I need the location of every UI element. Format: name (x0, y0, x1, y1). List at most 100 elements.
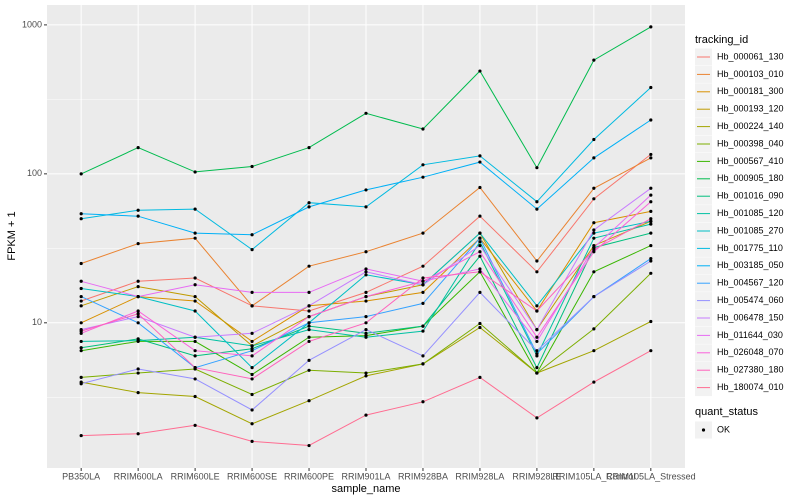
data-point (649, 156, 653, 160)
data-point (136, 321, 140, 325)
data-point (79, 382, 83, 386)
data-point (307, 358, 311, 362)
data-point (421, 163, 425, 167)
data-point (307, 368, 311, 372)
x-tick-label: RRIM105LA_Control (552, 471, 635, 481)
data-point (193, 423, 197, 427)
data-point (364, 273, 368, 277)
legend-label: Hb_011644_030 (717, 330, 783, 340)
data-point (478, 254, 482, 258)
data-point (364, 413, 368, 417)
legend-label: Hb_000103_010 (717, 69, 784, 79)
data-point (193, 276, 197, 280)
data-point (136, 294, 140, 299)
data-point (307, 146, 311, 150)
legend-label: Hb_003185_050 (717, 260, 784, 270)
data-point (592, 221, 596, 225)
x-tick-label: RRIM901LA (341, 471, 390, 481)
data-point (136, 146, 140, 150)
data-point (649, 222, 653, 226)
data-point (535, 371, 539, 375)
data-point (649, 231, 653, 235)
legend-title: quant_status (695, 406, 758, 418)
data-point (79, 375, 83, 380)
data-point (421, 127, 425, 131)
data-point (307, 324, 311, 328)
data-point (478, 154, 482, 158)
data-point (193, 294, 197, 299)
legend-label: Hb_000181_300 (717, 86, 784, 96)
data-point (250, 366, 254, 370)
data-point (193, 349, 197, 353)
data-point (250, 377, 254, 381)
data-point (364, 328, 368, 332)
data-point (649, 259, 653, 263)
data-point (364, 290, 368, 295)
data-point (592, 248, 596, 252)
data-point (193, 394, 197, 399)
data-point (421, 301, 425, 305)
data-point (421, 400, 425, 404)
data-point (307, 309, 311, 313)
data-point (364, 374, 368, 378)
data-point (307, 328, 311, 332)
data-point (79, 172, 83, 176)
x-tick-label: RRIM928BA (398, 471, 448, 481)
data-point (592, 228, 596, 232)
data-point (592, 156, 596, 160)
data-point (364, 371, 368, 375)
data-point (364, 299, 368, 303)
data-point (364, 331, 368, 335)
legend-label: Hb_006478_150 (717, 312, 784, 322)
data-point (307, 339, 311, 344)
y-axis-title: FPKM + 1 (6, 211, 18, 260)
legend: tracking_id Hb_000061_130 Hb_000103_010 Hb_… (695, 34, 784, 439)
data-point (250, 392, 254, 397)
data-point (79, 299, 83, 303)
data-point (421, 324, 425, 328)
data-point (421, 175, 425, 179)
data-point (421, 283, 425, 287)
data-point (478, 250, 482, 254)
data-point (421, 264, 425, 268)
data-point (79, 304, 83, 308)
data-point (307, 315, 311, 319)
data-point (592, 327, 596, 331)
data-point (193, 339, 197, 344)
data-point (535, 416, 539, 420)
data-point (421, 354, 425, 358)
legend-label: Hb_001085_120 (717, 208, 784, 218)
data-point (250, 439, 254, 443)
data-point (193, 309, 197, 313)
data-point (421, 279, 425, 283)
data-point (79, 349, 83, 353)
x-tick-label: RRIM600LE (171, 471, 220, 481)
legend-label: Hb_000567_410 (717, 156, 784, 166)
data-point (136, 208, 140, 212)
data-point (535, 270, 539, 274)
data-point (307, 264, 311, 268)
legend-label: Hb_001775_110 (717, 243, 783, 253)
data-point (535, 352, 539, 356)
y-tick-label: 100 (27, 168, 42, 178)
legend-label: Hb_001085_270 (717, 225, 784, 235)
data-point (592, 270, 596, 274)
data-point (649, 186, 653, 190)
data-point (364, 321, 368, 325)
data-point (364, 270, 368, 274)
data-point (136, 338, 140, 343)
data-point (136, 315, 140, 319)
y-tick-label: 1000 (22, 19, 42, 29)
data-point (136, 367, 140, 371)
data-point (478, 185, 482, 190)
data-point (250, 164, 254, 169)
data-point (364, 315, 368, 319)
legend-label: Hb_000193_120 (717, 104, 784, 114)
data-point (535, 349, 539, 353)
x-tick-label: RRIM600LA (114, 471, 163, 481)
data-point (250, 408, 254, 412)
data-point (136, 371, 140, 375)
data-point (364, 335, 368, 339)
data-point (421, 362, 425, 366)
x-tick-label: RRIM928LE (512, 471, 561, 481)
